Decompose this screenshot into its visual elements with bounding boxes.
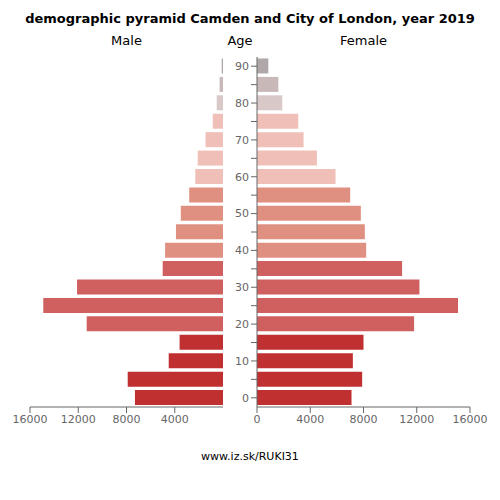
html-text:www.iz.sk/RUKI31: www.iz.sk/RUKI31 [201,450,299,463]
svg-text:12000: 12000 [399,413,434,426]
svg-text:60: 60 [235,171,249,184]
svg-text:16000: 16000 [453,413,488,426]
svg-text:4000: 4000 [161,413,189,426]
svg-text:70: 70 [235,134,249,147]
html-text:Female: Female [340,33,387,48]
svg-text:20: 20 [235,318,249,331]
svg-text:30: 30 [235,281,249,294]
svg-text:12000: 12000 [61,413,96,426]
svg-text:8000: 8000 [113,413,141,426]
html-text:Male: Male [111,33,142,48]
svg-text:80: 80 [235,97,249,110]
svg-text:90: 90 [235,60,249,73]
html-text:demographic pyramid Camden and: demographic pyramid Camden and City of L… [25,11,475,26]
svg-text:50: 50 [235,207,249,220]
svg-text:16000: 16000 [13,413,48,426]
svg-text:4000: 4000 [296,413,324,426]
svg-text:8000: 8000 [350,413,378,426]
svg-text:10: 10 [235,355,249,368]
svg-text:0: 0 [242,392,249,405]
html-text:Age: Age [227,33,253,48]
svg-text:40: 40 [235,244,249,257]
svg-text:0: 0 [254,413,261,426]
